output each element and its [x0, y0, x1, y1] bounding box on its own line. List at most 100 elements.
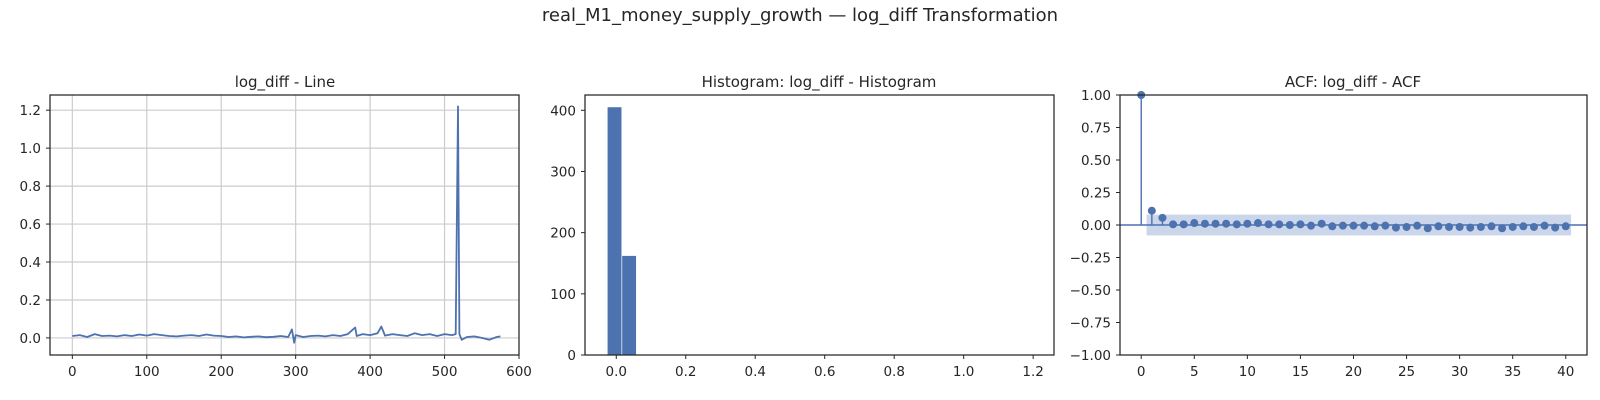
acf-point	[1508, 222, 1517, 231]
acf-point	[1391, 223, 1400, 232]
x-tick-label: 100	[134, 364, 160, 380]
x-tick-label: 0.4	[744, 364, 765, 380]
y-tick-label: 0.4	[20, 255, 41, 271]
x-tick-label: 0.2	[675, 364, 696, 380]
acf-point	[1296, 220, 1305, 229]
acf-point	[1445, 222, 1454, 231]
x-tick-label: 30	[1451, 364, 1468, 380]
y-tick-label: 300	[550, 164, 576, 180]
acf-point	[1402, 222, 1411, 231]
x-tick-label: 0.6	[814, 364, 835, 380]
acf-point	[1275, 220, 1284, 229]
acf-point	[1519, 222, 1528, 231]
histogram-frame	[584, 94, 1055, 356]
acf-point	[1179, 220, 1188, 229]
y-tick-label: 0.00	[1081, 218, 1111, 234]
figure-suptitle: real_M1_money_supply_growth — log_diff T…	[542, 5, 1058, 26]
acf-marks	[1120, 91, 1587, 236]
x-tick-label: 400	[357, 364, 383, 380]
x-tick-label: 600	[506, 364, 532, 380]
acf-y-ticks: −1.00 −0.75 −0.50 −0.25 0.00 0.25 0.50 0.75 1.00	[1070, 88, 1120, 364]
y-tick-label: 1.2	[20, 103, 41, 119]
x-tick-label: 300	[283, 364, 309, 380]
acf-point	[1190, 219, 1199, 228]
acf-point	[1285, 221, 1294, 229]
x-tick-label: 35	[1504, 364, 1521, 380]
x-tick-label: 1.2	[1022, 364, 1043, 380]
histogram-title: Histogram: log_diff - Histogram	[702, 73, 937, 92]
y-tick-label: −0.75	[1070, 316, 1111, 332]
acf-frame	[1119, 94, 1588, 356]
acf-point	[1498, 224, 1507, 233]
acf-point	[1434, 222, 1443, 231]
acf-point	[1243, 219, 1252, 228]
x-tick-label: 10	[1239, 364, 1256, 380]
x-tick-label: 0	[1137, 364, 1146, 380]
histogram-x-ticks: 0.0 0.2 0.4 0.6 0.8 1.0 1.2	[606, 355, 1044, 380]
y-tick-label: 1.00	[1081, 88, 1111, 104]
acf-point	[1381, 221, 1390, 230]
line-chart-panel: log_diff - Line 0 100 200 300 400 500 600 0.0 0…	[20, 73, 532, 380]
x-tick-label: 0.0	[606, 364, 627, 380]
y-tick-label: 100	[550, 287, 576, 303]
acf-point	[1360, 221, 1369, 230]
acf-point	[1328, 222, 1337, 231]
x-tick-label: 15	[1292, 364, 1309, 380]
x-tick-label: 40	[1557, 364, 1574, 380]
acf-point	[1307, 221, 1316, 230]
acf-point	[1370, 222, 1379, 231]
acf-point	[1232, 220, 1241, 229]
x-tick-label: 1.0	[953, 364, 974, 380]
x-tick-label: 0	[68, 364, 77, 380]
y-tick-label: 0.75	[1081, 121, 1111, 137]
series-line	[72, 105, 501, 344]
line-chart-y-ticks: 0.0 0.2 0.4 0.6 0.8 1.0 1.2	[20, 103, 50, 347]
acf-point	[1423, 224, 1432, 233]
x-tick-label: 25	[1398, 364, 1415, 380]
acf-point	[1147, 206, 1156, 215]
acf-point	[1561, 222, 1570, 231]
y-tick-label: 0.8	[20, 179, 41, 195]
histogram-bars	[607, 107, 637, 355]
acf-point	[1476, 222, 1485, 231]
y-tick-label: 0.0	[20, 331, 41, 347]
histogram-bar	[622, 255, 637, 355]
acf-point	[1413, 221, 1422, 230]
histogram-bar	[607, 107, 622, 355]
acf-point	[1200, 219, 1209, 228]
y-tick-label: −0.25	[1070, 251, 1111, 267]
acf-point	[1487, 222, 1496, 231]
acf-point	[1551, 223, 1560, 232]
y-tick-label: 0.25	[1081, 186, 1111, 202]
y-tick-label: 0.2	[20, 293, 41, 309]
y-tick-label: 400	[550, 103, 576, 119]
x-tick-label: 20	[1345, 364, 1362, 380]
x-tick-label: 5	[1190, 364, 1199, 380]
acf-point	[1158, 213, 1167, 222]
acf-point	[1455, 222, 1464, 231]
acf-point	[1211, 219, 1220, 228]
y-tick-label: 0.50	[1081, 153, 1111, 169]
x-tick-label: 200	[208, 364, 234, 380]
x-tick-label: 0.8	[883, 364, 904, 380]
y-tick-label: −1.00	[1070, 348, 1111, 364]
line-chart-series	[72, 105, 501, 344]
acf-point	[1317, 219, 1326, 228]
x-tick-label: 500	[432, 364, 458, 380]
acf-x-ticks: 0 5 10 15 20 25 30 35 40	[1137, 355, 1574, 380]
line-chart-title: log_diff - Line	[235, 73, 336, 92]
acf-point	[1222, 219, 1231, 228]
y-tick-label: 0	[567, 348, 576, 364]
acf-point	[1529, 222, 1538, 231]
acf-point	[1253, 219, 1262, 228]
acf-point	[1540, 221, 1549, 230]
y-tick-label: 1.0	[20, 141, 41, 157]
acf-point	[1338, 221, 1347, 230]
y-tick-label: −0.50	[1070, 283, 1111, 299]
acf-point	[1466, 223, 1475, 232]
histogram-y-ticks: 0 100 200 300 400	[550, 103, 585, 364]
histogram-panel: Histogram: log_diff - Histogram 0.0 0.2 0.…	[550, 73, 1055, 380]
line-chart-frame	[49, 94, 520, 356]
acf-panel: ACF: log_diff - ACF 0 5 10 15 20 25 30 35 40 −1.…	[1070, 73, 1588, 380]
